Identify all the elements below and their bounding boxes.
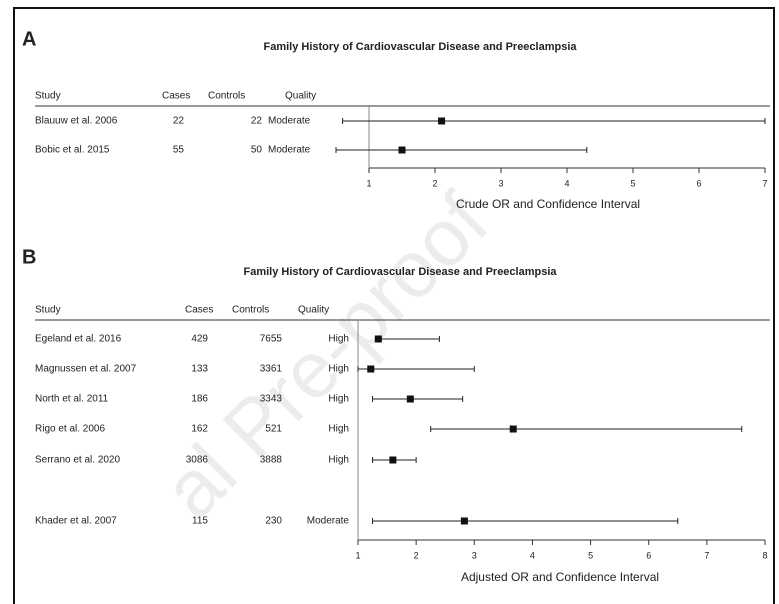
table-cell: High <box>328 424 349 435</box>
point-estimate <box>438 117 446 125</box>
x-tick-label: 3 <box>498 178 503 188</box>
table-cell: 3343 <box>260 394 283 405</box>
column-header: Controls <box>208 91 245 102</box>
point-estimate <box>398 146 406 154</box>
column-header: Study <box>35 305 61 316</box>
table-cell: Bobic et al. 2015 <box>35 145 110 156</box>
x-axis-label: Crude OR and Confidence Interval <box>456 197 640 211</box>
table-cell: 133 <box>191 364 208 375</box>
table-cell: Magnussen et al. 2007 <box>35 364 137 375</box>
x-tick-label: 2 <box>432 178 437 188</box>
table-cell: Serrano et al. 2020 <box>35 455 120 466</box>
x-tick-label: 4 <box>530 550 535 560</box>
table-cell: High <box>328 394 349 405</box>
column-header: Cases <box>162 91 190 102</box>
table-cell: Khader et al. 2007 <box>35 516 117 527</box>
x-tick-label: 5 <box>588 550 593 560</box>
x-tick-label: 3 <box>472 550 477 560</box>
table-cell: Moderate <box>307 516 350 527</box>
watermark: al Pre-proof <box>146 176 505 535</box>
x-tick-label: 2 <box>414 550 419 560</box>
table-cell: 115 <box>192 516 208 527</box>
table-cell: 3361 <box>260 364 283 375</box>
x-tick-label: 4 <box>564 178 569 188</box>
x-tick-label: 5 <box>630 178 635 188</box>
x-tick-label: 6 <box>696 178 701 188</box>
table-cell: 429 <box>191 334 208 345</box>
point-estimate <box>509 425 517 433</box>
table-cell: High <box>328 364 349 375</box>
point-estimate <box>406 395 414 403</box>
table-cell: 7655 <box>260 334 283 345</box>
panel-label: B <box>22 246 36 268</box>
table-cell: 22 <box>173 116 185 127</box>
x-axis-label: Adjusted OR and Confidence Interval <box>461 570 659 584</box>
table-cell: North et al. 2011 <box>35 394 109 405</box>
table-cell: High <box>328 334 349 345</box>
table-cell: Moderate <box>268 145 311 156</box>
x-tick-label: 1 <box>366 178 371 188</box>
point-estimate <box>389 456 397 464</box>
column-header: Quality <box>298 305 329 316</box>
panel-label: A <box>22 28 36 50</box>
x-tick-label: 8 <box>762 550 767 560</box>
table-cell: 55 <box>173 145 185 156</box>
table-cell: 3086 <box>186 455 209 466</box>
point-estimate <box>367 365 375 373</box>
x-tick-label: 1 <box>355 550 360 560</box>
point-estimate <box>460 517 468 525</box>
table-cell: 22 <box>251 116 263 127</box>
table-cell: High <box>328 455 349 466</box>
panel-title: Family History of Cardiovascular Disease… <box>263 41 577 53</box>
table-cell: 230 <box>265 516 282 527</box>
column-header: Study <box>35 91 61 102</box>
table-cell: 162 <box>191 424 208 435</box>
table-cell: Egeland et al. 2016 <box>35 334 122 345</box>
frame <box>13 7 775 604</box>
table-cell: 521 <box>265 424 282 435</box>
table-cell: Moderate <box>268 116 311 127</box>
panel-title: Family History of Cardiovascular Disease… <box>243 266 557 278</box>
x-tick-label: 7 <box>762 178 767 188</box>
table-cell: 50 <box>251 145 263 156</box>
table-cell: Blauuw et al. 2006 <box>35 116 118 127</box>
table-cell: 186 <box>191 394 208 405</box>
column-header: Quality <box>285 91 316 102</box>
x-tick-label: 6 <box>646 550 651 560</box>
point-estimate <box>374 335 382 343</box>
table-cell: Rigo et al. 2006 <box>35 424 105 435</box>
column-header: Cases <box>185 305 213 316</box>
column-header: Controls <box>232 305 269 316</box>
table-cell: 3888 <box>260 455 283 466</box>
x-tick-label: 7 <box>704 550 709 560</box>
